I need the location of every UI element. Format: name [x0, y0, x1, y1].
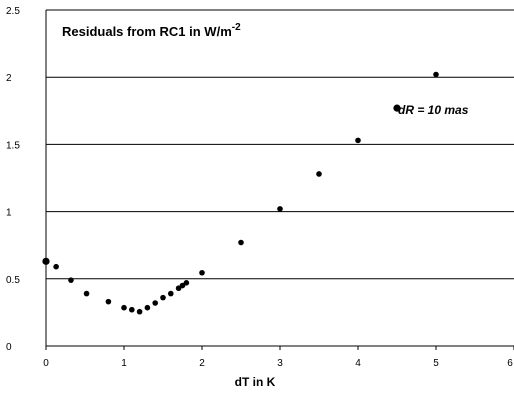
data-point — [183, 280, 190, 286]
y-tick-label: 0.5 — [6, 275, 20, 286]
x-tick-labels: 0 1 2 3 4 5 6 — [43, 358, 513, 369]
y-tick-label: 2.5 — [6, 6, 20, 17]
y-tick-label: 1.5 — [6, 140, 20, 151]
data-point — [277, 206, 283, 212]
x-tick-label: 4 — [355, 358, 361, 369]
data-point — [355, 137, 361, 144]
chart-annotation: dR = 10 mas — [398, 103, 469, 117]
axes — [45, 10, 514, 350]
data-point — [393, 104, 401, 112]
x-axis-label: dT in K — [235, 375, 276, 389]
y-tick-label: 1 — [6, 208, 12, 219]
data-point — [68, 277, 74, 283]
x-tick-label: 5 — [433, 358, 439, 369]
data-point — [105, 298, 112, 305]
chart-title: Residuals from RC1 in W/m-2 — [62, 22, 241, 39]
y-tick-label: 2 — [6, 73, 12, 84]
x-tick-label: 3 — [277, 358, 283, 369]
data-point — [168, 290, 174, 297]
data-point — [129, 306, 135, 313]
data-points — [42, 71, 439, 315]
x-tick-label: 2 — [199, 358, 205, 369]
grid-lines — [46, 9, 514, 280]
data-point — [83, 290, 90, 297]
data-point — [42, 257, 50, 265]
data-point — [53, 263, 59, 270]
data-point — [121, 304, 127, 311]
data-point — [316, 171, 322, 177]
data-point — [238, 239, 244, 246]
x-tick-label: 0 — [43, 358, 49, 369]
x-tick-label: 6 — [507, 358, 513, 369]
data-point — [152, 300, 158, 306]
data-point — [175, 285, 182, 292]
y-tick-labels: 0 0.5 1 1.5 2 2.5 — [6, 6, 20, 353]
x-tick-label: 1 — [121, 358, 127, 369]
data-point — [144, 304, 151, 311]
data-point — [160, 294, 166, 301]
y-tick-label: 0 — [6, 342, 12, 353]
data-point — [433, 71, 439, 78]
data-point — [179, 282, 186, 289]
data-point — [136, 308, 143, 315]
data-point — [199, 269, 205, 276]
